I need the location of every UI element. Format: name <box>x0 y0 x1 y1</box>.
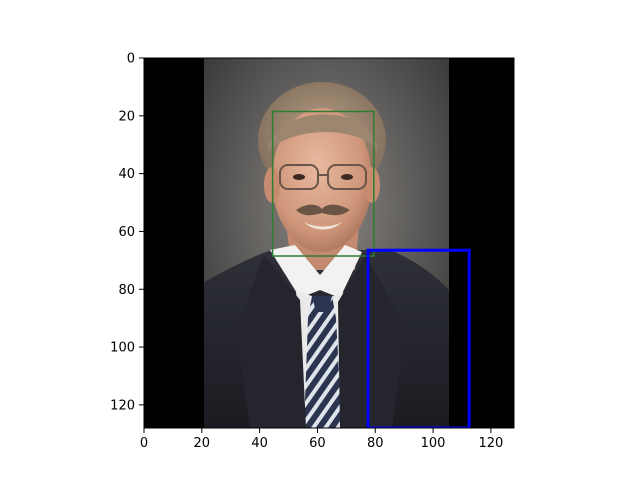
x-tick-label: 0 <box>140 436 148 451</box>
y-tick-label: 0 <box>127 52 135 67</box>
left-black-border <box>144 58 204 428</box>
bounding-boxes <box>271 110 471 428</box>
face-box <box>271 110 375 257</box>
x-tick-label: 40 <box>251 436 268 451</box>
right-black-border <box>449 58 514 428</box>
x-tick-label: 20 <box>194 436 211 451</box>
y-tick-label: 80 <box>118 283 135 298</box>
y-tick-label: 120 <box>110 398 135 413</box>
x-axis: 0 20 40 60 80 100 120 <box>140 428 503 451</box>
x-tick-label: 100 <box>421 436 446 451</box>
y-tick-label: 20 <box>118 109 135 124</box>
x-tick-label: 80 <box>367 436 384 451</box>
portrait-photo <box>204 58 449 428</box>
y-tick-label: 60 <box>118 225 135 240</box>
y-tick-label: 40 <box>118 167 135 182</box>
y-tick-label: 100 <box>110 341 135 356</box>
y-axis: 0 20 40 60 80 100 120 <box>110 52 144 413</box>
x-tick-label: 120 <box>478 436 503 451</box>
lower-box <box>366 248 471 428</box>
x-tick-label: 60 <box>309 436 326 451</box>
axes-frame <box>143 57 515 429</box>
